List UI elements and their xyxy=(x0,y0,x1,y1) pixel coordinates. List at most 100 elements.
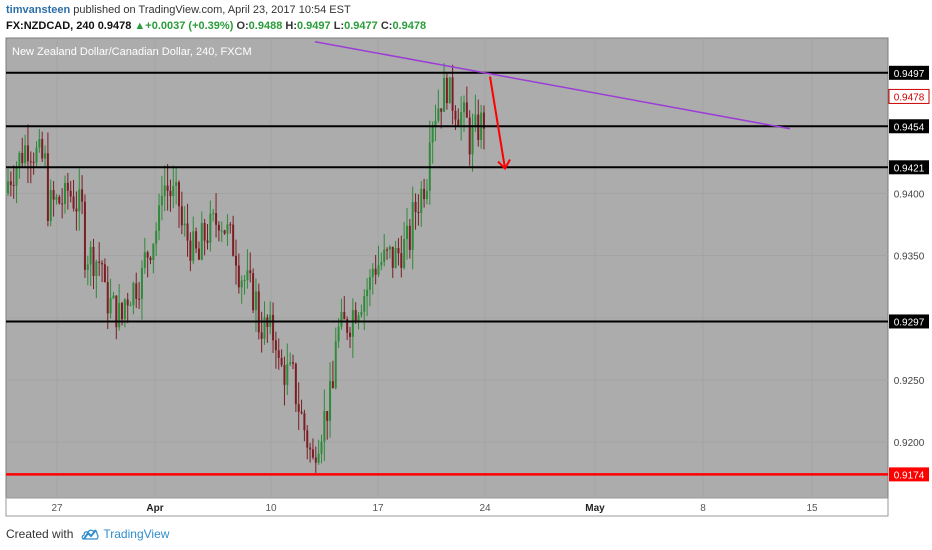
candle-17 xyxy=(55,193,58,205)
candle-124 xyxy=(360,304,363,318)
candle-111 xyxy=(323,389,326,462)
drawings xyxy=(314,40,791,171)
candle-95 xyxy=(277,338,280,370)
candle-94 xyxy=(274,331,277,369)
open-label: O: xyxy=(236,20,249,32)
open-value: 0.9488 xyxy=(248,20,283,32)
candle-14 xyxy=(46,132,49,227)
y-tick-0.9250: 0.9250 xyxy=(894,376,925,387)
candle-80 xyxy=(235,239,237,285)
candle-73 xyxy=(215,193,218,238)
candle-59 xyxy=(175,167,178,205)
grid xyxy=(6,38,888,498)
candle-4 xyxy=(18,151,21,179)
footer: Created with TradingView xyxy=(6,527,169,541)
candle-134 xyxy=(388,245,391,259)
y-tick-0.9350: 0.9350 xyxy=(894,252,925,263)
low-value: 0.9477 xyxy=(344,20,378,32)
tradingview-logo[interactable]: TradingView xyxy=(81,527,169,541)
candle-10 xyxy=(35,141,38,167)
price-change: +0.0037 (+0.39%) xyxy=(145,20,234,32)
x-tick-10: 10 xyxy=(265,503,277,514)
price-axis: 0.9497 0.9454 0.9421 0.9297 0.9174 0.9400 0.93… xyxy=(888,65,930,482)
candle-48 xyxy=(143,237,146,274)
x-tick-27: 27 xyxy=(51,503,63,514)
symbol-label[interactable]: FX:NZDCAD, 240 xyxy=(6,20,95,32)
horizontal-levels xyxy=(6,71,888,476)
candle-56 xyxy=(166,163,169,211)
tradingview-cloud-icon xyxy=(81,529,99,540)
candle-35 xyxy=(106,266,109,330)
candle-22 xyxy=(69,180,72,203)
candle-113 xyxy=(329,362,332,438)
candle-150 xyxy=(434,104,437,142)
candle-117 xyxy=(340,298,343,330)
candle-13 xyxy=(44,145,47,167)
candle-31 xyxy=(95,259,98,299)
candle-52 xyxy=(155,222,158,256)
candle-53 xyxy=(158,193,161,241)
chart-title: New Zealand Dollar/Canadian Dollar, 240,… xyxy=(12,46,252,58)
low-label: L: xyxy=(333,20,345,32)
candle-21 xyxy=(66,172,69,210)
candle-72 xyxy=(212,209,215,222)
projection-arrow[interactable] xyxy=(489,76,506,169)
candle-81 xyxy=(237,253,240,294)
candle-83 xyxy=(243,274,246,295)
price-chart[interactable]: 27 Apr 10 17 24 May 8 15 0.9497 0.9454 0.9421 0.92… xyxy=(0,0,932,520)
candle-63 xyxy=(186,203,189,257)
candle-110 xyxy=(320,434,323,464)
candle-106 xyxy=(309,442,312,463)
candle-103 xyxy=(300,399,303,415)
level-badge-0.9297 xyxy=(889,314,929,329)
candle-5 xyxy=(21,137,24,167)
candle-18 xyxy=(58,194,61,205)
x-tick-17: 17 xyxy=(372,503,384,514)
brand-name: TradingView xyxy=(103,527,170,541)
candle-45 xyxy=(135,272,138,309)
candle-78 xyxy=(229,221,232,234)
candle-128 xyxy=(371,263,374,295)
candle-79 xyxy=(232,215,235,257)
candle-43 xyxy=(129,301,132,307)
candle-149 xyxy=(431,121,434,164)
candle-58 xyxy=(172,165,175,209)
author-link[interactable]: timvansteen xyxy=(6,4,71,16)
candle-51 xyxy=(152,243,155,274)
candle-104 xyxy=(303,409,306,442)
up-triangle-icon: ▲ xyxy=(134,20,146,32)
candle-163 xyxy=(471,113,474,172)
candle-19 xyxy=(61,188,64,219)
last-price-label: 0.9478 xyxy=(894,92,925,103)
created-with-text: Created with xyxy=(6,527,74,541)
candle-66 xyxy=(195,227,198,254)
candle-154 xyxy=(445,73,448,110)
candle-137 xyxy=(397,238,400,266)
candle-30 xyxy=(92,238,95,290)
candle-26 xyxy=(81,175,84,215)
level-badge-0.9454 xyxy=(889,119,929,134)
candle-87 xyxy=(254,278,257,332)
candle-130 xyxy=(377,245,380,278)
candle-125 xyxy=(363,289,366,331)
candle-112 xyxy=(326,410,329,440)
candle-132 xyxy=(383,234,386,267)
candle-136 xyxy=(394,240,397,269)
candle-85 xyxy=(249,252,252,283)
candle-55 xyxy=(163,165,166,212)
trendline[interactable] xyxy=(314,40,791,130)
y-tick-0.9200: 0.9200 xyxy=(894,438,925,449)
candle-120 xyxy=(349,326,351,349)
candle-76 xyxy=(223,229,226,235)
candle-165 xyxy=(477,99,480,147)
x-tick-8: 8 xyxy=(700,503,706,514)
candle-65 xyxy=(192,216,195,265)
candle-0 xyxy=(7,168,9,196)
candle-144 xyxy=(417,194,420,226)
candle-116 xyxy=(337,318,340,349)
candle-146 xyxy=(423,178,426,208)
candle-159 xyxy=(460,96,463,141)
candle-138 xyxy=(400,235,403,278)
candle-107 xyxy=(311,438,314,460)
candle-54 xyxy=(160,175,163,221)
